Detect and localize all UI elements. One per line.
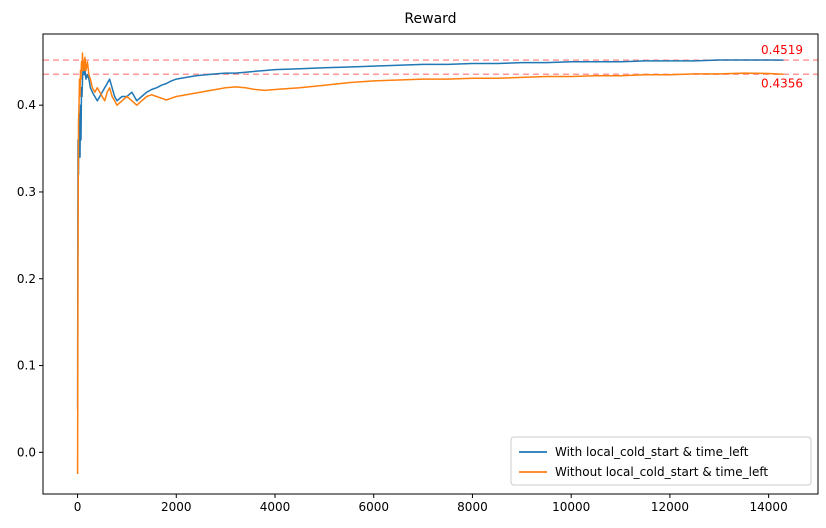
y-tick-label: 0.4 — [17, 98, 36, 112]
x-tick-label: 14000 — [750, 500, 788, 514]
x-tick-label: 0 — [74, 500, 82, 514]
reference-line-label: 0.4356 — [761, 76, 803, 90]
legend-label: Without local_cold_start & time_left — [555, 465, 768, 479]
x-tick-label: 8000 — [457, 500, 488, 514]
plot-frame — [42, 33, 819, 495]
x-tick-label: 12000 — [651, 500, 689, 514]
x-tick-label: 10000 — [552, 500, 590, 514]
y-tick-label: 0.2 — [17, 272, 36, 286]
series-layer — [76, 52, 784, 475]
legend-label: With local_cold_start & time_left — [555, 445, 749, 459]
x-axis: 0 2000 4000 6000 8000 10000 12000 14000 — [74, 494, 788, 514]
y-tick-label: 0.1 — [17, 359, 36, 373]
y-tick-label: 0.3 — [17, 185, 36, 199]
y-axis: 0.0 0.1 0.2 0.3 0.4 — [17, 98, 43, 459]
chart-title: Reward — [404, 11, 456, 27]
x-tick-label: 6000 — [358, 500, 389, 514]
legend-box — [510, 436, 812, 486]
reference-line-label: 0.4519 — [761, 43, 803, 57]
legend: With local_cold_start & time_left Without… — [510, 436, 812, 486]
y-tick-label: 0.0 — [17, 445, 36, 459]
x-tick-label: 2000 — [161, 500, 192, 514]
series-line — [76, 52, 784, 475]
x-tick-label: 4000 — [260, 500, 291, 514]
